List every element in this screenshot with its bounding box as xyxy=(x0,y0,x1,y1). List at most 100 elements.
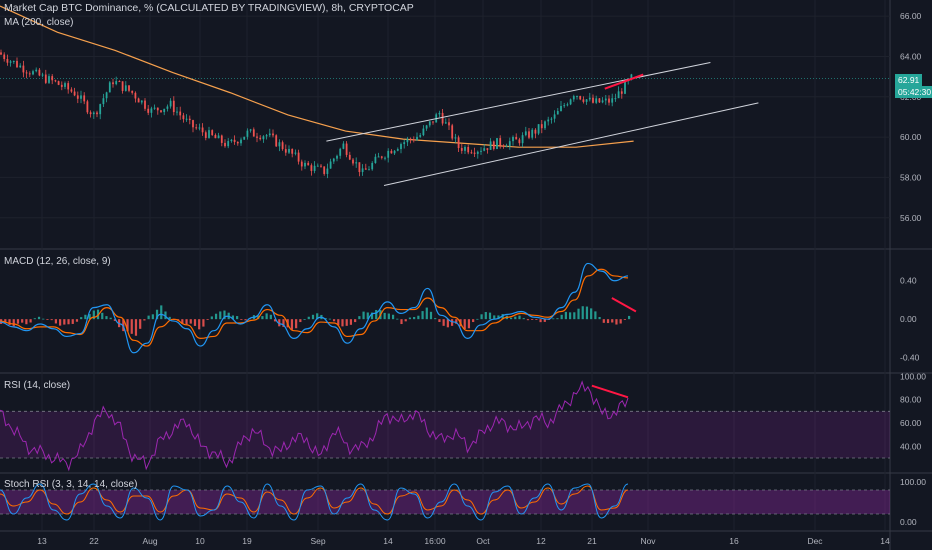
macd-histogram-bar xyxy=(354,319,357,323)
macd-histogram-bar xyxy=(543,319,546,322)
macd-histogram-bar xyxy=(328,318,331,320)
rsi-axis-label: 40.00 xyxy=(900,441,922,451)
candle-body xyxy=(28,73,31,75)
macd-histogram-bar xyxy=(33,318,36,320)
candle-body xyxy=(265,135,268,137)
macd-histogram-bar xyxy=(577,308,580,320)
macd-histogram-bar xyxy=(514,316,517,320)
candle-body xyxy=(521,135,524,144)
candle-body xyxy=(569,99,572,105)
candle-body xyxy=(259,137,262,140)
candle-body xyxy=(313,165,316,171)
candle-body xyxy=(176,111,178,113)
candle-body xyxy=(576,96,578,98)
rsi-line xyxy=(0,380,629,472)
candle-body xyxy=(444,122,447,124)
candle-body xyxy=(57,81,60,85)
macd-legend: MACD (12, 26, close, 9) xyxy=(4,256,111,267)
candle-body xyxy=(182,115,185,120)
macd-histogram-bar xyxy=(139,319,142,329)
candle-body xyxy=(419,135,422,137)
x-tick-label: Aug xyxy=(142,536,157,546)
candle-body xyxy=(579,96,582,100)
x-tick-label: Sep xyxy=(310,536,325,546)
stoch-band-fill xyxy=(0,490,890,514)
x-tick-label: 14 xyxy=(880,536,890,546)
candle-body xyxy=(246,130,249,137)
candle-body xyxy=(89,112,92,115)
candle-body xyxy=(496,138,498,150)
x-tick-label: Oct xyxy=(476,536,490,546)
candle-body xyxy=(153,107,156,109)
macd-histogram-bar xyxy=(311,314,315,320)
candle-body xyxy=(192,120,194,128)
macd-histogram-bar xyxy=(307,316,310,320)
macd-histogram-bar xyxy=(155,309,159,320)
macd-histogram-bar xyxy=(231,315,235,320)
candle-body xyxy=(556,111,559,115)
candle-body xyxy=(540,124,543,129)
candle-body xyxy=(0,52,2,55)
candle-body xyxy=(342,143,345,149)
macd-histogram-bar xyxy=(240,319,243,320)
price-axis-label: 58.00 xyxy=(900,172,922,182)
macd-histogram-bar xyxy=(143,319,146,321)
macd-histogram-bar xyxy=(590,308,593,320)
macd-histogram-bar xyxy=(476,318,479,320)
macd-histogram-bar xyxy=(455,319,458,324)
candle-body xyxy=(617,91,620,99)
macd-histogram-bar xyxy=(21,319,24,323)
ma-legend: MA (200, close) xyxy=(4,17,74,28)
candle-body xyxy=(262,136,265,140)
macd-histogram-bar xyxy=(413,317,416,320)
macd-histogram-bar xyxy=(223,310,226,320)
macd-pane xyxy=(0,262,637,354)
candle-body xyxy=(44,74,47,83)
macd-histogram-bar xyxy=(493,315,496,320)
candle-body xyxy=(611,98,614,103)
candle-body xyxy=(483,148,486,151)
candle-body xyxy=(214,134,217,139)
macd-histogram-bar xyxy=(261,316,264,320)
macd-histogram-bar xyxy=(160,305,163,320)
x-tick-label: 16 xyxy=(729,536,739,546)
macd-histogram-bar xyxy=(126,319,129,332)
candle-body xyxy=(310,165,313,171)
candle-body xyxy=(464,146,466,151)
countdown-tag: 05:42:30 xyxy=(895,86,932,98)
candle-body xyxy=(508,141,511,147)
stoch-d-line xyxy=(0,485,629,515)
macd-histogram-bar xyxy=(181,319,184,324)
macd-histogram-bar xyxy=(295,319,298,329)
candle-body xyxy=(624,81,626,94)
candle-body xyxy=(272,133,274,136)
candle-body xyxy=(323,166,326,174)
macd-histogram-bar xyxy=(337,319,340,326)
candle-body xyxy=(124,85,127,91)
macd-histogram-bar xyxy=(67,319,70,325)
macd-histogram-bar xyxy=(164,311,167,320)
macd-histogram-bar xyxy=(383,312,386,320)
candle-body xyxy=(243,136,246,140)
macd-histogram-bar xyxy=(214,313,218,320)
candles xyxy=(0,49,633,179)
candle-body xyxy=(492,141,495,150)
indicator-backgrounds xyxy=(0,410,890,515)
macd-histogram-bar xyxy=(488,312,492,320)
macd-histogram-bar xyxy=(202,319,205,327)
candle-body xyxy=(502,145,505,147)
candle-body xyxy=(169,100,172,107)
candle-body xyxy=(147,108,150,113)
candle-body xyxy=(224,142,226,147)
macd-signal-line xyxy=(0,268,629,347)
candle-body xyxy=(172,100,175,113)
macd-histogram-bar xyxy=(244,319,247,321)
x-tick-label: 22 xyxy=(89,536,99,546)
candle-body xyxy=(364,168,367,170)
macd-histogram-bar xyxy=(84,314,87,320)
candle-body xyxy=(233,139,236,142)
macd-histogram-bar xyxy=(324,318,327,320)
candle-body xyxy=(25,72,28,74)
